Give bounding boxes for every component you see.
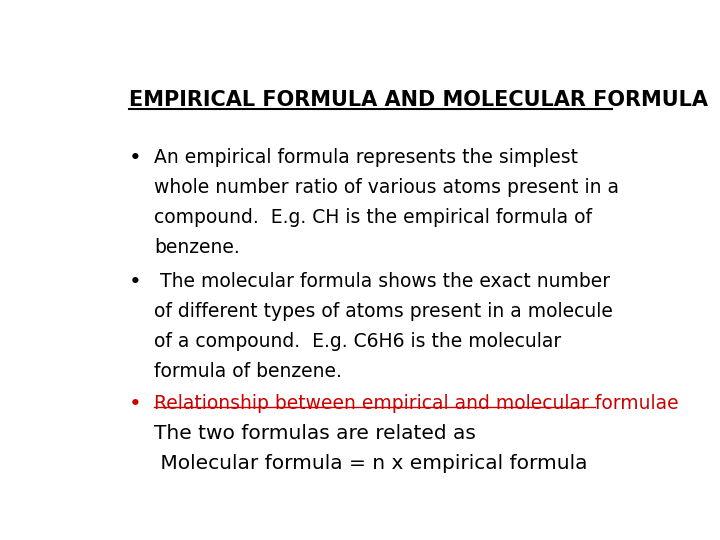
Text: •: •	[129, 394, 142, 414]
Text: An empirical formula represents the simplest: An empirical formula represents the simp…	[154, 148, 578, 167]
Text: benzene.: benzene.	[154, 238, 240, 257]
Text: whole number ratio of various atoms present in a: whole number ratio of various atoms pres…	[154, 178, 619, 197]
Text: •: •	[129, 272, 142, 292]
Text: •: •	[129, 148, 142, 168]
Text: Relationship between empirical and molecular formulae: Relationship between empirical and molec…	[154, 394, 679, 413]
Text: EMPIRICAL FORMULA AND MOLECULAR FORMULA: EMPIRICAL FORMULA AND MOLECULAR FORMULA	[129, 90, 708, 110]
Text: Molecular formula = n x empirical formula: Molecular formula = n x empirical formul…	[154, 454, 588, 472]
Text: of different types of atoms present in a molecule: of different types of atoms present in a…	[154, 302, 613, 321]
Text: of a compound.  E.g. C6H6 is the molecular: of a compound. E.g. C6H6 is the molecula…	[154, 332, 562, 351]
Text: The molecular formula shows the exact number: The molecular formula shows the exact nu…	[154, 272, 611, 291]
Text: formula of benzene.: formula of benzene.	[154, 362, 342, 381]
Text: The two formulas are related as: The two formulas are related as	[154, 424, 476, 443]
Text: compound.  E.g. CH is the empirical formula of: compound. E.g. CH is the empirical formu…	[154, 208, 592, 227]
